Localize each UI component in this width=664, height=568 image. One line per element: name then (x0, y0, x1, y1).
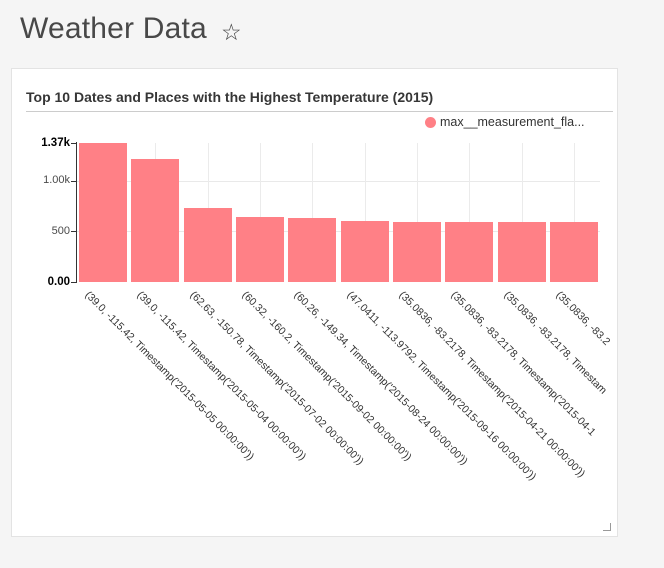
bar-9[interactable] (497, 221, 546, 282)
bar-8[interactable] (445, 221, 494, 282)
x-tick-label: (35.0836, -83.2178, Timestamp('2015-04-2… (396, 289, 588, 480)
bar-1[interactable] (79, 143, 128, 282)
legend-series-dot-icon (425, 116, 436, 128)
bar-10[interactable] (549, 222, 598, 282)
bar-3[interactable] (183, 208, 232, 282)
legend-series-label: max__measurement_fla... (440, 115, 585, 129)
y-axis-tick (71, 231, 76, 233)
dashboard-header: Weather Data ☆ (20, 12, 242, 46)
x-gridline (364, 143, 366, 282)
bar-6[interactable] (340, 221, 389, 282)
x-tick-label: (35.0836, -83.2 (553, 289, 613, 348)
x-tick-label: (47.0411, -113.9792, Timestamp('2015-09-… (344, 289, 539, 483)
x-gridline (469, 143, 471, 282)
x-gridline (260, 143, 262, 282)
x-gridline (416, 143, 418, 282)
x-tick-label: (62.63, -150.78, Timestamp('2015-07-02 0… (187, 289, 366, 468)
chart-title: Top 10 Dates and Places with the Highest… (26, 89, 434, 105)
x-gridline (573, 143, 575, 282)
y-axis-tick (71, 180, 76, 182)
bar-2[interactable] (131, 159, 180, 282)
dashboard-title: Weather Data (20, 12, 207, 45)
chart-title-divider (26, 111, 613, 112)
favorite-star-icon[interactable]: ☆ (220, 18, 242, 45)
y-gridline (77, 180, 600, 182)
y-tick-label: 1.37k (41, 136, 70, 149)
y-tick-label: 1.00k (43, 174, 70, 187)
chart-legend[interactable]: max__measurement_fla... (425, 115, 585, 129)
y-axis-line (76, 142, 77, 283)
y-axis-tick (71, 282, 76, 283)
bar-4[interactable] (236, 217, 285, 282)
x-gridline (312, 143, 314, 282)
y-gridline (77, 231, 600, 233)
card-resize-handle-icon[interactable] (603, 523, 611, 531)
bar-5[interactable] (288, 218, 337, 282)
y-axis-tick (71, 143, 76, 144)
y-tick-label: 0.00 (47, 275, 70, 288)
x-tick-label: (60.26, -149.34, Timestamp('2015-08-24 0… (291, 289, 471, 468)
x-gridline (521, 143, 523, 282)
chart-plot-area: 1.37k 1.00k 500 0.00 (39.0, -115.42, Timesta… (12, 69, 617, 536)
y-tick-label: 500 (51, 224, 70, 237)
chart-card: Top 10 Dates and Places with the Highest… (11, 68, 618, 537)
bar-7[interactable] (392, 221, 441, 282)
x-tick-label: (35.0836, -83.2178, Timestam (501, 289, 609, 397)
